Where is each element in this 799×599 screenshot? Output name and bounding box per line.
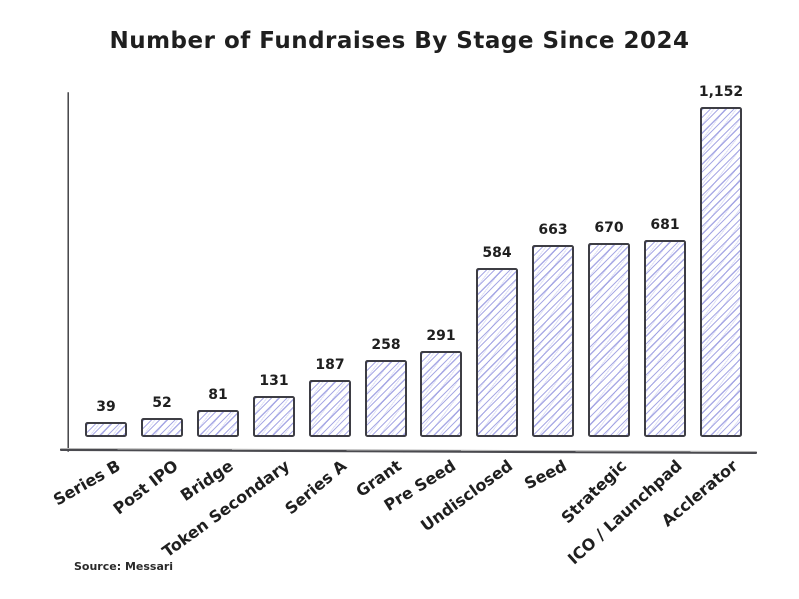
y-axis-line [67,92,69,452]
bar [420,351,462,437]
bar-value-label: 131 [259,373,289,389]
bar [532,245,574,437]
x-axis-line [59,448,757,455]
bar [365,360,407,437]
source-note: Source: Messari [74,560,174,573]
bar [476,268,518,437]
bar-value-label: 81 [208,387,228,403]
bar-value-label: 670 [594,220,624,236]
bar [253,396,295,437]
bar-value-label: 291 [426,328,456,344]
x-axis-tick-label: Grant [352,456,405,501]
x-axis-tick-label: Acclerator [657,456,742,531]
bar [309,380,351,437]
chart-title: Number of Fundraises By Stage Since 2024 [109,28,690,54]
bar-value-label: 584 [482,245,512,261]
bar-value-label: 52 [152,395,172,411]
bar-value-label: 187 [315,357,345,373]
bar [644,240,686,437]
bar [197,410,239,437]
bar [141,418,183,437]
bar [700,107,742,437]
bar-value-label: 258 [371,337,401,353]
bar-value-label: 663 [538,222,568,238]
bar-value-label: 681 [650,217,680,233]
bar-value-label: 1,152 [698,84,744,100]
bar-value-label: 39 [96,399,116,415]
bar [85,422,127,437]
bar [588,243,630,437]
